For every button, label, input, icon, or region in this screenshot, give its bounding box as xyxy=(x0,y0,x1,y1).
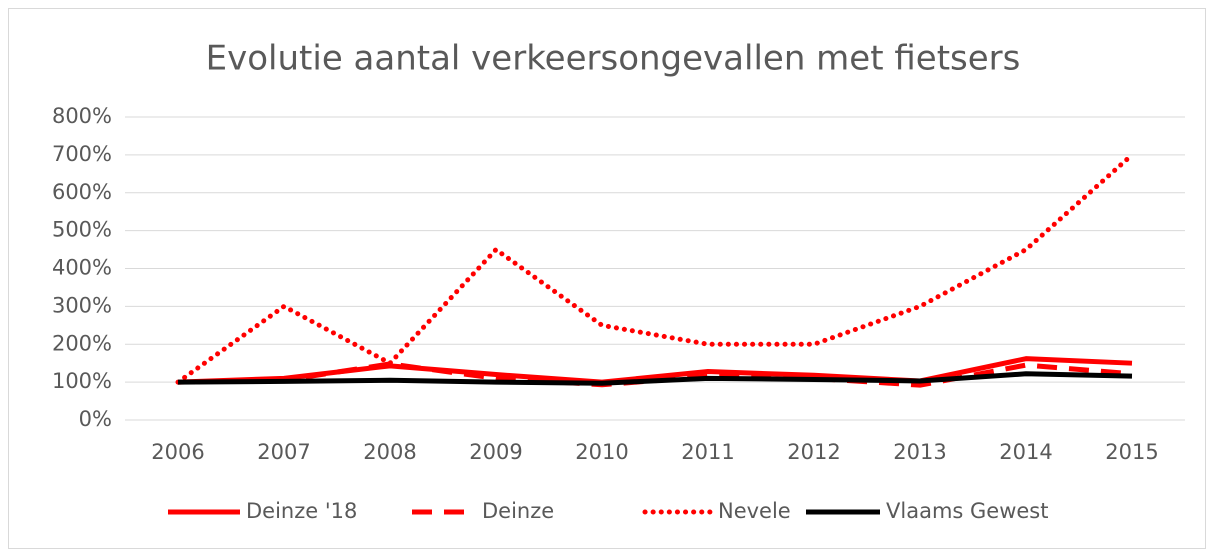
x-tick-label: 2009 xyxy=(469,440,522,464)
y-tick-label: 100% xyxy=(52,369,112,393)
series-line xyxy=(175,152,1135,385)
x-tick-label: 2011 xyxy=(681,440,734,464)
legend-label: Nevele xyxy=(718,499,791,523)
series-line xyxy=(177,356,1133,385)
y-tick-label: 300% xyxy=(52,293,112,317)
chart-border xyxy=(8,8,1206,549)
legend-label: Deinze xyxy=(482,499,554,523)
y-tick-label: 600% xyxy=(52,180,112,204)
x-tick-label: 2008 xyxy=(363,440,416,464)
x-tick-label: 2014 xyxy=(999,440,1052,464)
legend-label: Vlaams Gewest xyxy=(886,499,1048,523)
x-tick-label: 2012 xyxy=(787,440,840,464)
chart-title: Evolutie aantal verkeersongevallen met f… xyxy=(206,39,1021,79)
x-tick-label: 2010 xyxy=(575,440,628,464)
y-tick-label: 200% xyxy=(52,331,112,355)
x-tick-label: 2007 xyxy=(257,440,310,464)
x-tick-label: 2015 xyxy=(1105,440,1158,464)
y-tick-label: 400% xyxy=(52,256,112,280)
y-tick-label: 500% xyxy=(52,218,112,242)
legend-label: Deinze '18 xyxy=(246,499,357,523)
y-tick-label: 800% xyxy=(52,104,112,128)
y-tick-label: 700% xyxy=(52,142,112,166)
x-tick-label: 2013 xyxy=(893,440,946,464)
y-tick-label: 0% xyxy=(79,407,112,431)
x-tick-label: 2006 xyxy=(151,440,204,464)
series-line xyxy=(177,371,1133,386)
